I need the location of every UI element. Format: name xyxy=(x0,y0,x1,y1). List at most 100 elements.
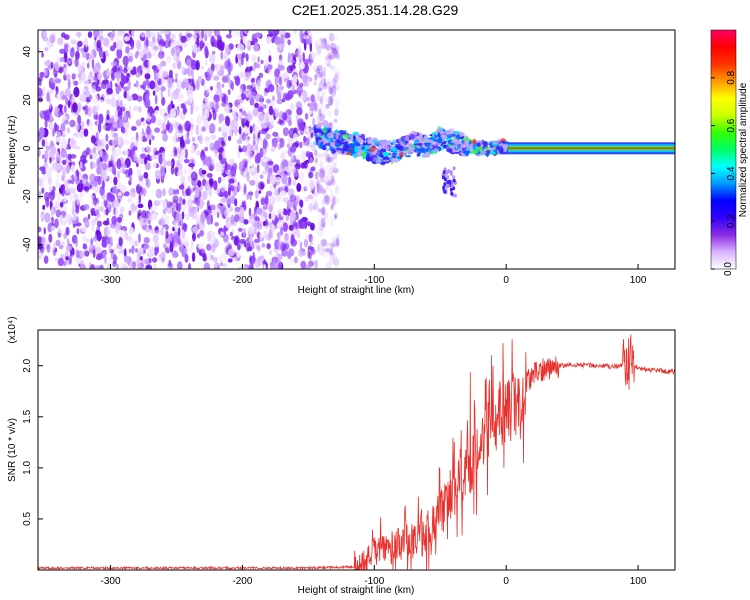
noise-blob xyxy=(313,201,319,211)
noise-blob xyxy=(270,264,277,269)
noise-blob xyxy=(323,151,328,157)
noise-blob xyxy=(188,206,195,218)
noise-blob xyxy=(309,180,315,191)
noise-blob xyxy=(175,87,181,94)
noise-blob xyxy=(114,83,119,87)
y-tick-label: 20 xyxy=(22,94,33,106)
noise-blob xyxy=(207,67,214,78)
noise-blob xyxy=(156,246,159,254)
noise-blob xyxy=(260,197,266,206)
noise-blob xyxy=(46,243,51,254)
noise-blob xyxy=(325,150,329,162)
noise-blob xyxy=(80,71,86,81)
noise-blob xyxy=(94,265,102,269)
noise-blob xyxy=(260,59,264,65)
noise-blob xyxy=(171,250,178,259)
noise-blob xyxy=(92,249,96,259)
noise-blob xyxy=(178,184,185,190)
noise-blob xyxy=(184,101,188,106)
noise-blob xyxy=(59,57,66,63)
noise-blob xyxy=(43,114,50,121)
noise-blob xyxy=(249,192,252,201)
noise-blob xyxy=(334,184,340,195)
signal-blob xyxy=(419,147,426,154)
noise-blob xyxy=(221,197,228,203)
noise-blob xyxy=(234,198,238,207)
noise-blob xyxy=(318,99,324,110)
noise-blob xyxy=(203,85,207,91)
noise-blob xyxy=(320,170,325,178)
noise-blob xyxy=(257,106,264,112)
signal-blob xyxy=(385,145,390,151)
noise-blob xyxy=(264,195,269,206)
noise-blob xyxy=(332,236,335,248)
noise-blob xyxy=(322,106,328,116)
noise-blob xyxy=(48,233,53,243)
noise-blob xyxy=(225,44,230,53)
noise-blob xyxy=(236,252,241,258)
noise-blob xyxy=(120,249,125,254)
noise-blob xyxy=(252,212,258,218)
noise-blob xyxy=(191,68,194,79)
noise-blob xyxy=(215,88,222,96)
signal-blob xyxy=(471,150,478,154)
noise-blob xyxy=(331,178,336,186)
noise-blob xyxy=(105,208,109,216)
noise-blob xyxy=(138,193,141,203)
noise-blob xyxy=(83,250,90,257)
noise-blob xyxy=(121,82,124,89)
noise-blob xyxy=(146,112,151,122)
noise-blob xyxy=(316,113,324,125)
noise-blob xyxy=(143,187,147,197)
noise-blob xyxy=(332,166,338,171)
noise-blob xyxy=(183,168,187,176)
noise-blob xyxy=(322,188,326,195)
noise-blob xyxy=(327,215,334,227)
noise-blob xyxy=(328,121,334,130)
snr-x-label: Height of straight line (km) xyxy=(298,585,415,596)
noise-blob xyxy=(274,76,279,86)
noise-blob xyxy=(254,258,261,268)
noise-blob xyxy=(316,177,320,186)
colorbar-label: Normalized spectral amplitude xyxy=(738,82,749,217)
noise-blob xyxy=(314,102,319,112)
noise-blob xyxy=(110,132,114,137)
noise-blob xyxy=(293,132,298,141)
noise-blob xyxy=(73,80,79,86)
noise-blob xyxy=(43,61,49,66)
noise-blob xyxy=(57,191,61,200)
signal-blob xyxy=(466,139,469,145)
noise-blob xyxy=(98,35,104,41)
noise-blob xyxy=(325,55,331,60)
noise-blob xyxy=(194,206,199,215)
noise-blob xyxy=(75,169,79,178)
noise-blob xyxy=(48,97,52,109)
noise-blob xyxy=(309,41,312,53)
noise-blob xyxy=(279,119,283,124)
noise-blob xyxy=(135,248,138,253)
noise-blob xyxy=(162,199,168,209)
noise-blob xyxy=(229,126,233,137)
noise-blob xyxy=(113,176,118,186)
noise-blob xyxy=(159,30,166,34)
noise-blob xyxy=(96,39,102,49)
noise-blob xyxy=(249,179,256,186)
noise-blob xyxy=(237,244,241,251)
noise-blob xyxy=(243,264,249,269)
noise-blob xyxy=(116,40,123,50)
noise-blob xyxy=(43,161,48,169)
noise-blob xyxy=(206,243,212,251)
noise-blob xyxy=(305,264,311,269)
noise-blob xyxy=(317,92,320,102)
noise-blob xyxy=(318,80,325,91)
noise-blob xyxy=(218,126,222,132)
noise-blob xyxy=(221,83,225,88)
noise-blob xyxy=(329,87,334,96)
noise-blob xyxy=(197,180,202,188)
noise-blob xyxy=(184,120,191,132)
noise-blob xyxy=(156,118,162,127)
noise-blob xyxy=(210,86,213,91)
snr-y-ticks: 0.5 1.0 1.5 2.0 xyxy=(22,358,43,526)
noise-blob xyxy=(282,197,289,203)
noise-blob xyxy=(282,127,289,137)
